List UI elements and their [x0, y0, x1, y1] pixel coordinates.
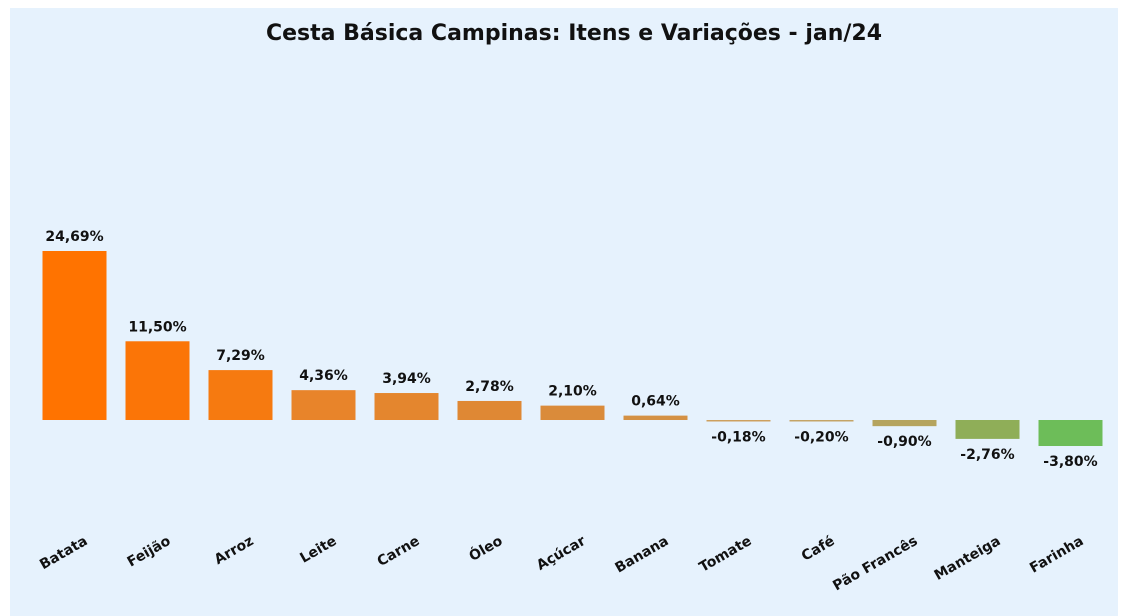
bar — [125, 341, 190, 420]
chart-title: Cesta Básica Campinas: Itens e Variações… — [266, 21, 882, 46]
value-label: 2,78% — [465, 379, 514, 395]
value-label: -0,90% — [877, 434, 931, 450]
value-label: 0,64% — [631, 394, 680, 410]
bar — [42, 251, 107, 420]
bar — [789, 420, 854, 422]
value-label: 3,94% — [382, 371, 431, 387]
bar — [623, 415, 688, 420]
bar — [540, 405, 605, 420]
bar — [872, 420, 937, 427]
chart-background — [10, 8, 1118, 616]
value-label: -0,20% — [794, 430, 848, 446]
value-label: 11,50% — [128, 319, 186, 335]
value-label: -2,76% — [960, 447, 1014, 463]
value-label: 24,69% — [45, 229, 103, 245]
bar — [291, 390, 356, 420]
bar — [955, 420, 1020, 439]
bar — [208, 370, 273, 420]
value-label: -3,80% — [1043, 454, 1097, 470]
value-label: 7,29% — [216, 348, 265, 364]
bar — [706, 420, 771, 422]
value-label: -0,18% — [711, 430, 765, 446]
value-label: 2,10% — [548, 384, 597, 400]
bar — [374, 393, 439, 420]
value-label: 4,36% — [299, 368, 348, 384]
bar — [1038, 420, 1103, 447]
bar — [457, 400, 522, 420]
